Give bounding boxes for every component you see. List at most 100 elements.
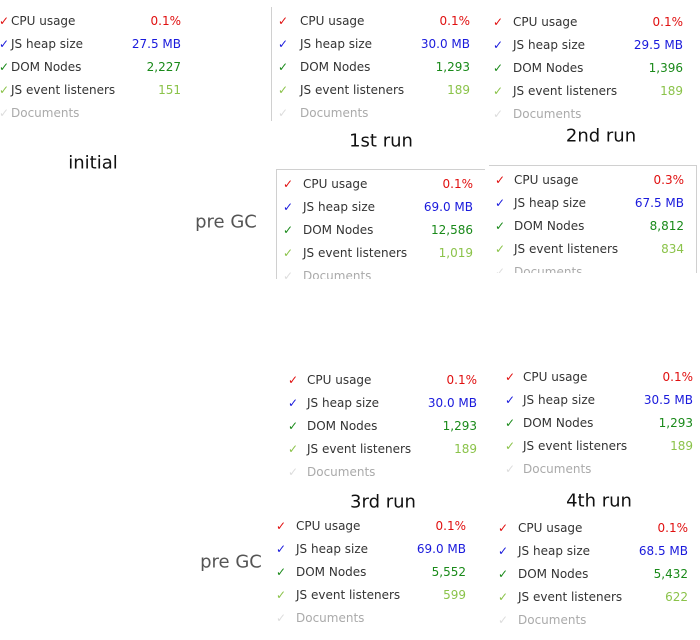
metric-name: CPU usage bbox=[518, 521, 583, 535]
metric-value: 0.1% bbox=[662, 370, 694, 384]
metric-value: 151 bbox=[158, 83, 181, 97]
run-label: 2nd run bbox=[565, 125, 637, 147]
metric-row: ✓ DOM Nodes 1,396 bbox=[487, 58, 695, 78]
metric-row: ✓ JS heap size 30.5 MB bbox=[499, 390, 699, 410]
metric-name: JS heap size bbox=[303, 200, 376, 214]
metric-name: JS heap size bbox=[518, 544, 591, 558]
metric-row: ✓ JS heap size 67.5 MB bbox=[489, 193, 696, 213]
metrics-panel: ✓ CPU usage 0.1% ✓ JS heap size 30.5 MB ✓ DOM N… bbox=[499, 363, 699, 480]
check-icon: ✓ bbox=[283, 200, 294, 214]
metric-row: ✓ JS heap size 69.0 MB bbox=[277, 197, 485, 217]
metric-value: 189 bbox=[660, 84, 683, 98]
metric-value: 5,432 bbox=[653, 567, 688, 581]
metric-value: 2,227 bbox=[146, 60, 181, 74]
metric-value: 599 bbox=[443, 588, 466, 602]
metric-row: ✓ DOM Nodes 2,227 bbox=[0, 57, 193, 77]
metric-name: JS heap size bbox=[523, 393, 596, 407]
metric-name: JS heap size bbox=[296, 542, 369, 556]
metric-value: 12,586 bbox=[431, 223, 473, 237]
metric-name: JS heap size bbox=[513, 38, 586, 52]
metric-name: DOM Nodes bbox=[513, 61, 584, 75]
metric-row: ✓ JS heap size 27.5 MB bbox=[0, 34, 193, 54]
metric-value: 1,019 bbox=[438, 246, 473, 260]
check-icon: ✓ bbox=[498, 613, 509, 627]
metrics-panel: ✓ CPU usage 0.1% ✓ JS heap size 30.0 MB ✓ DOM N… bbox=[282, 366, 489, 484]
metric-value: 5,552 bbox=[431, 565, 466, 579]
metric-row: ✓ DOM Nodes 1,293 bbox=[282, 416, 489, 436]
check-icon: ✓ bbox=[0, 37, 10, 51]
metric-value: 0.1% bbox=[446, 373, 478, 387]
metric-name: Documents bbox=[518, 613, 587, 627]
check-icon: ✓ bbox=[276, 542, 287, 556]
check-icon: ✓ bbox=[283, 223, 294, 237]
metric-row: ✓ Documents bbox=[272, 103, 482, 121]
metric-name: Documents bbox=[296, 611, 365, 622]
metric-name: Documents bbox=[513, 107, 582, 120]
metric-name: CPU usage bbox=[514, 173, 579, 187]
metric-name: CPU usage bbox=[307, 373, 372, 387]
metric-name: DOM Nodes bbox=[518, 567, 589, 581]
check-icon: ✓ bbox=[495, 219, 506, 233]
metric-value: 69.0 MB bbox=[416, 542, 466, 556]
check-icon: ✓ bbox=[0, 60, 10, 74]
check-icon: ✓ bbox=[493, 107, 504, 120]
check-icon: ✓ bbox=[278, 37, 289, 51]
metric-value: 8,812 bbox=[649, 219, 684, 233]
metric-name: JS event listeners bbox=[11, 83, 116, 97]
metric-row: ✓ JS event listeners 622 bbox=[492, 587, 699, 607]
check-icon: ✓ bbox=[498, 544, 509, 558]
metric-row: ✓ JS heap size 69.0 MB bbox=[270, 539, 478, 559]
check-icon: ✓ bbox=[505, 370, 516, 384]
run-label: pre GC bbox=[200, 551, 262, 573]
check-icon: ✓ bbox=[0, 14, 10, 28]
check-icon: ✓ bbox=[283, 246, 294, 260]
metric-name: DOM Nodes bbox=[523, 416, 594, 430]
metric-name: DOM Nodes bbox=[307, 419, 378, 433]
metric-row: ✓ JS event listeners 599 bbox=[270, 585, 478, 605]
metric-row: ✓ JS event listeners 189 bbox=[487, 81, 695, 101]
metric-name: JS event listeners bbox=[513, 84, 618, 98]
check-icon: ✓ bbox=[495, 242, 506, 256]
check-icon: ✓ bbox=[498, 521, 509, 535]
metric-row: ✓ Documents bbox=[0, 103, 193, 121]
metric-row: ✓ DOM Nodes 8,812 bbox=[489, 216, 696, 236]
metrics-panel: ✓ CPU usage 0.1% ✓ JS heap size 30.0 MB ✓ DOM N… bbox=[271, 7, 482, 121]
check-icon: ✓ bbox=[288, 373, 299, 387]
metric-row: ✓ JS event listeners 834 bbox=[489, 239, 696, 259]
metrics-panel: ✓ CPU usage 0.1% ✓ JS heap size 29.5 MB ✓ DOM N… bbox=[487, 8, 695, 120]
metric-row: ✓ Documents bbox=[489, 262, 696, 273]
metric-name: JS event listeners bbox=[518, 590, 623, 604]
metric-row: ✓ JS event listeners 1,019 bbox=[277, 243, 485, 263]
check-icon: ✓ bbox=[278, 60, 289, 74]
metric-row: ✓ Documents bbox=[492, 610, 699, 630]
check-icon: ✓ bbox=[283, 269, 294, 279]
metric-row: ✓ Documents bbox=[499, 459, 699, 479]
metric-name: DOM Nodes bbox=[303, 223, 374, 237]
metric-value: 0.1% bbox=[439, 14, 471, 28]
metric-row: ✓ JS event listeners 189 bbox=[282, 439, 489, 459]
metric-name: JS event listeners bbox=[523, 439, 628, 453]
metric-row: ✓ CPU usage 0.1% bbox=[492, 518, 699, 538]
metric-value: 189 bbox=[454, 442, 477, 456]
metric-row: ✓ CPU usage 0.3% bbox=[489, 170, 696, 190]
metric-name: JS heap size bbox=[300, 37, 373, 51]
check-icon: ✓ bbox=[278, 83, 289, 97]
metric-row: ✓ CPU usage 0.1% bbox=[272, 11, 482, 31]
check-icon: ✓ bbox=[288, 465, 299, 479]
metric-value: 0.3% bbox=[653, 173, 685, 187]
metric-value: 189 bbox=[670, 439, 693, 453]
check-icon: ✓ bbox=[493, 38, 504, 52]
metric-value: 0.1% bbox=[657, 521, 689, 535]
metric-row: ✓ CPU usage 0.1% bbox=[0, 11, 193, 31]
check-icon: ✓ bbox=[0, 83, 10, 97]
metric-row: ✓ CPU usage 0.1% bbox=[270, 516, 478, 536]
check-icon: ✓ bbox=[495, 173, 506, 187]
metric-value: 67.5 MB bbox=[634, 196, 684, 210]
metric-name: JS event listeners bbox=[514, 242, 619, 256]
metric-name: JS heap size bbox=[307, 396, 380, 410]
metric-name: CPU usage bbox=[303, 177, 368, 191]
metric-row: ✓ DOM Nodes 12,586 bbox=[277, 220, 485, 240]
metric-value: 1,293 bbox=[435, 60, 470, 74]
metric-row: ✓ Documents bbox=[487, 104, 695, 120]
